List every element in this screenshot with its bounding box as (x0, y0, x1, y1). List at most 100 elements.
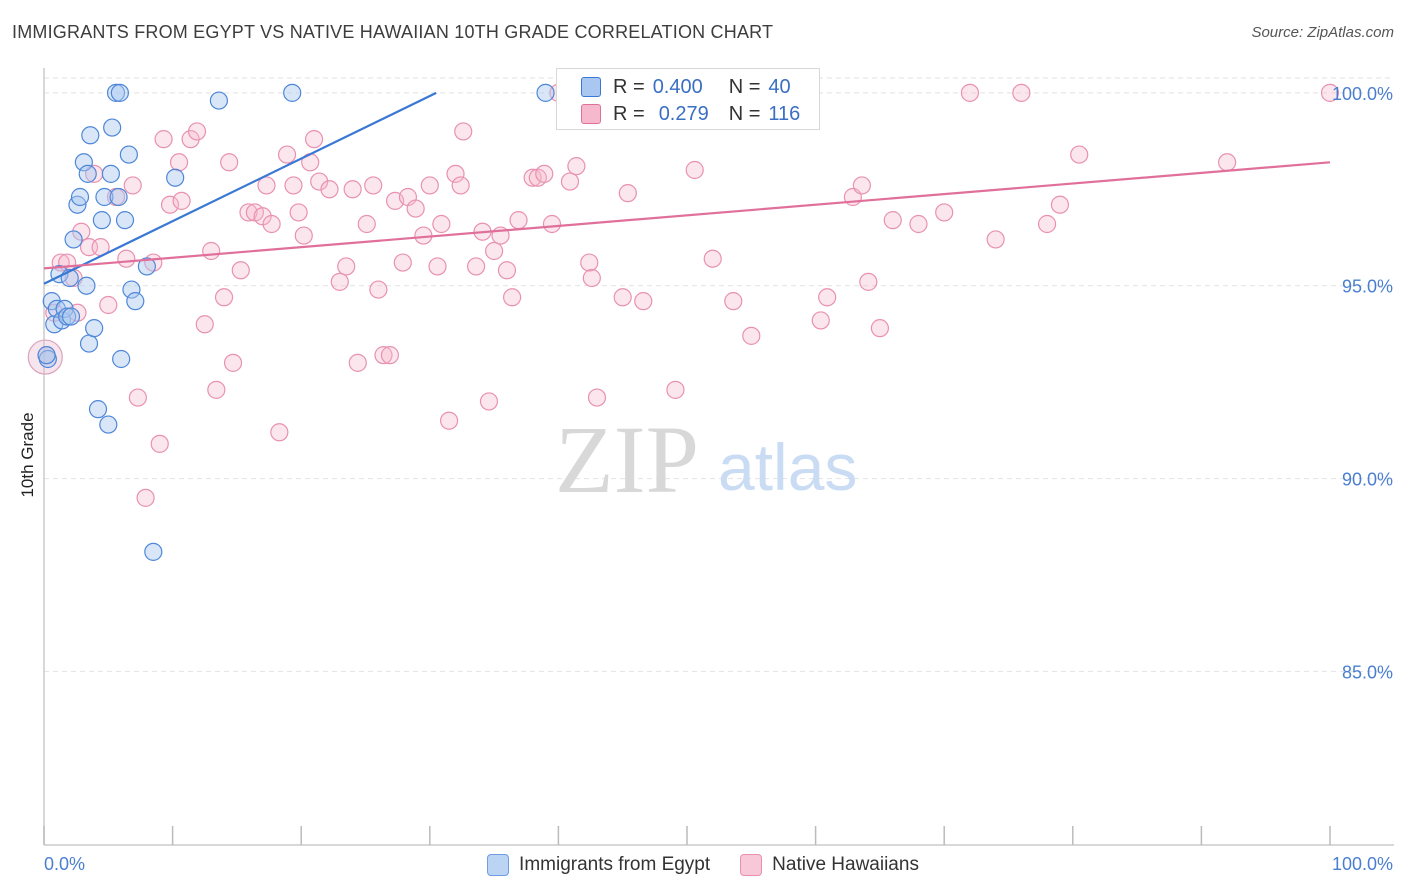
legend-row-egypt: R = 0.400 N = 40 (581, 74, 791, 100)
point-native-hawaiians (1218, 153, 1237, 172)
point-native-hawaiians (214, 288, 234, 307)
point-native-hawaiians (497, 261, 517, 280)
legend-swatch-egypt (487, 854, 510, 876)
point-native-hawaiians (257, 176, 276, 195)
point-immigrants-from-egypt (95, 187, 114, 207)
point-native-hawaiians (454, 122, 473, 141)
point-native-hawaiians (150, 434, 169, 453)
point-native-hawaiians (432, 214, 451, 234)
point-native-hawaiians (289, 203, 308, 222)
legend-row-hawaiians: R = 0.279 N = 116 (581, 101, 800, 127)
point-native-hawaiians (935, 203, 954, 222)
grid-lines (44, 77, 1394, 672)
point-native-hawaiians (560, 172, 580, 191)
point-immigrants-from-egypt (58, 307, 77, 326)
point-immigrants-from-egypt (112, 349, 131, 369)
point-native-hawaiians (117, 249, 136, 268)
point-native-hawaiians (634, 292, 653, 311)
point-native-hawaiians (466, 257, 486, 276)
point-native-hawaiians (343, 180, 362, 199)
point-native-hawaiians (960, 83, 980, 102)
point-native-hawaiians (187, 122, 207, 141)
point-immigrants-from-egypt (99, 415, 118, 434)
point-native-hawaiians (1037, 214, 1057, 234)
point-immigrants-from-egypt (209, 91, 228, 110)
point-native-hawaiians (169, 153, 189, 172)
point-immigrants-from-egypt (85, 319, 104, 338)
point-native-hawaiians (503, 288, 522, 307)
correlation-legend: R = 0.400 N = 40 R = 0.279 N = 116 (556, 68, 820, 130)
point-immigrants-from-egypt (61, 307, 81, 326)
point-native-hawaiians (485, 241, 504, 261)
point-native-hawaiians (613, 288, 632, 307)
watermark: ZIP atlas (555, 406, 857, 513)
point-immigrants-from-egypt (79, 334, 99, 353)
axes (43, 68, 1394, 846)
point-immigrants-from-egypt (37, 346, 56, 365)
point-native-hawaiians (439, 411, 459, 430)
legend-label-hawaiians: Native Hawaiians (772, 854, 919, 875)
point-immigrants-from-egypt (81, 126, 100, 145)
point-native-hawaiians (818, 288, 837, 307)
point-immigrants-from-egypt (74, 153, 93, 172)
chart-title: IMMIGRANTS FROM EGYPT VS NATIVE HAWAIIAN… (12, 22, 774, 42)
point-native-hawaiians (239, 203, 258, 222)
point-native-hawaiians (703, 249, 722, 268)
point-native-hawaiians (160, 195, 180, 214)
legend-n-value-hawaiians: 116 (768, 102, 801, 125)
point-immigrants-from-egypt (88, 400, 108, 419)
point-immigrants-from-egypt (115, 211, 135, 230)
series-immigrants-from-egypt (37, 83, 555, 561)
legend-n-value-egypt: 40 (768, 75, 791, 98)
point-immigrants-from-egypt (106, 83, 126, 102)
y-tick-label: 90.0% (1342, 470, 1393, 490)
point-native-hawaiians (357, 214, 376, 234)
point-native-hawaiians (72, 222, 91, 241)
point-native-hawaiians (870, 319, 890, 338)
point-native-hawaiians (284, 176, 303, 195)
point-immigrants-from-egypt (103, 118, 122, 137)
point-native-hawaiians (195, 315, 214, 334)
trend-lines (43, 91, 1331, 285)
point-native-hawaiians (446, 164, 465, 183)
legend-r-value-egypt: 0.400 (652, 75, 703, 98)
point-native-hawaiians (231, 261, 250, 280)
point-immigrants-from-egypt (70, 187, 90, 207)
y-tick-label: 100.0% (1332, 84, 1393, 104)
legend-swatch-hawaiians (740, 854, 763, 876)
legend-item-egypt[interactable]: Immigrants from Egypt (487, 854, 710, 876)
point-native-hawaiians (380, 346, 400, 365)
point-native-hawaiians (330, 272, 349, 291)
series-legend: Immigrants from Egypt Native Hawaiians (0, 850, 1406, 880)
point-native-hawaiians (128, 388, 147, 407)
point-native-hawaiians (509, 211, 528, 230)
point-native-hawaiians (207, 380, 226, 399)
legend-item-hawaiians[interactable]: Native Hawaiians (740, 854, 919, 876)
point-native-hawaiians (270, 423, 289, 442)
point-native-hawaiians (724, 292, 743, 311)
point-native-hawaiians (364, 176, 383, 195)
point-native-hawaiians (742, 326, 761, 345)
point-immigrants-from-egypt (77, 276, 96, 295)
y-tick-label: 85.0% (1342, 662, 1393, 682)
point-native-hawaiians (136, 488, 155, 507)
point-native-hawaiians (223, 353, 243, 372)
point-native-hawaiians (123, 176, 142, 195)
point-native-hawaiians (374, 346, 393, 365)
point-native-hawaiians (587, 388, 607, 407)
point-native-hawaiians (369, 280, 388, 299)
watermark-atlas: atlas (718, 430, 857, 504)
point-native-hawaiians (172, 191, 191, 210)
point-native-hawaiians (393, 253, 412, 272)
tick-labels: 85.0% 90.0% 95.0% 100.0% 0.0% 100.0% (44, 84, 1393, 874)
point-immigrants-from-egypt (110, 83, 129, 102)
point-native-hawaiians (428, 257, 447, 276)
point-native-hawaiians (909, 214, 928, 234)
legend-r-value-hawaiians: 0.279 (658, 102, 709, 125)
x-tick-label-min: 0.0% (44, 854, 85, 874)
point-immigrants-from-egypt (122, 280, 141, 299)
legend-r-label: R = (613, 102, 645, 125)
trend-line-hawaiians (43, 161, 1331, 270)
point-native-hawaiians (535, 164, 554, 183)
